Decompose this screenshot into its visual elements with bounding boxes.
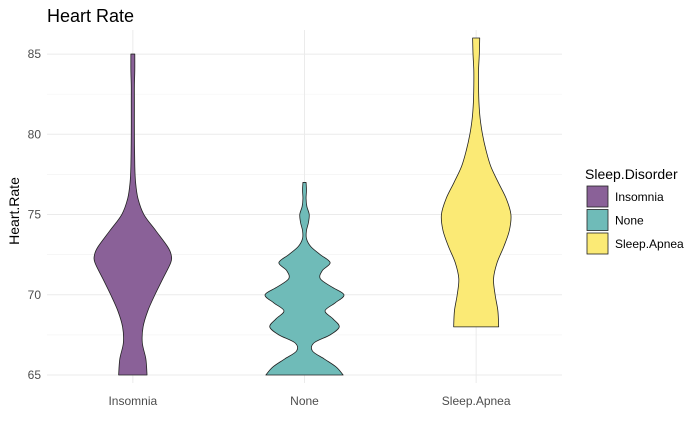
y-axis-title: Heart.Rate bbox=[6, 177, 22, 245]
x-axis-ticks: Insomnia None Sleep.Apnea bbox=[108, 394, 510, 408]
x-tick-label: None bbox=[290, 394, 319, 408]
violin-insomnia bbox=[93, 53, 173, 376]
legend-title: Sleep.Disorder bbox=[585, 166, 678, 182]
x-tick-label: Insomnia bbox=[108, 394, 157, 408]
legend: Sleep.Disorder Insomnia None Sleep.Apnea bbox=[585, 166, 684, 255]
legend-swatch-sleep-apnea bbox=[586, 232, 609, 255]
violins bbox=[93, 37, 512, 376]
y-tick-label: 75 bbox=[28, 208, 42, 222]
legend-label: Insomnia bbox=[615, 190, 664, 204]
legend-swatch-none bbox=[586, 209, 609, 231]
violin-none bbox=[264, 182, 345, 376]
chart-title: Heart Rate bbox=[47, 6, 134, 26]
legend-swatch-insomnia bbox=[586, 185, 609, 208]
y-tick-label: 80 bbox=[28, 127, 42, 141]
violin-sleep-apnea bbox=[440, 37, 512, 328]
x-tick-label: Sleep.Apnea bbox=[442, 394, 511, 408]
legend-label: Sleep.Apnea bbox=[615, 237, 684, 251]
y-axis-ticks: 65 70 75 80 85 bbox=[28, 47, 42, 382]
y-tick-label: 85 bbox=[28, 47, 42, 61]
y-tick-label: 70 bbox=[28, 288, 42, 302]
legend-label: None bbox=[615, 214, 644, 228]
y-tick-label: 65 bbox=[28, 368, 42, 382]
